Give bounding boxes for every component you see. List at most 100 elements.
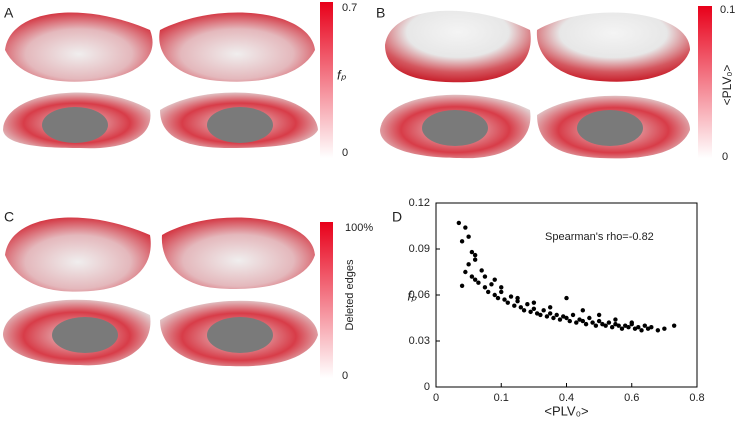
- colorbar-label: Deleted edges: [344, 259, 356, 330]
- brainstem: [52, 317, 118, 353]
- data-point: [636, 325, 641, 330]
- brainstem: [207, 317, 273, 353]
- data-point: [472, 257, 478, 262]
- data-point: [587, 315, 592, 321]
- data-point: [603, 323, 608, 328]
- brain-renderings: [3, 10, 690, 367]
- data-point: [613, 321, 618, 327]
- panel-letter: C: [4, 209, 14, 225]
- data-point: [499, 289, 504, 295]
- data-point: [593, 323, 599, 328]
- data-point: [551, 315, 556, 321]
- data-point: [645, 326, 651, 331]
- data-point: [499, 285, 504, 290]
- data-point: [623, 323, 628, 328]
- data-point: [472, 252, 478, 258]
- data-point: [459, 283, 465, 288]
- colorbar: [698, 6, 712, 158]
- y-tick-label: 0.03: [409, 335, 430, 347]
- y-tick-label: 0.12: [409, 197, 430, 209]
- data-point: [671, 323, 677, 328]
- brain: [159, 12, 315, 82]
- data-point: [626, 325, 631, 330]
- brain: [161, 217, 315, 290]
- brain: [385, 10, 531, 83]
- data-point: [613, 317, 618, 322]
- data-point: [505, 300, 510, 305]
- data-point: [482, 285, 488, 290]
- data-point: [639, 328, 644, 333]
- data-point: [512, 303, 517, 308]
- data-point: [649, 325, 654, 330]
- colorbar: [320, 222, 333, 378]
- data-point: [463, 269, 468, 275]
- data-point: [489, 282, 494, 287]
- data-point: [479, 268, 484, 273]
- data-point: [466, 262, 471, 267]
- data-point: [515, 298, 520, 304]
- brain: [536, 12, 690, 82]
- data-point: [580, 308, 586, 313]
- colorbar-max: 0.7: [342, 2, 357, 14]
- data-point: [632, 326, 638, 331]
- colorbar-label: fₚ: [337, 67, 347, 82]
- data-point: [534, 311, 540, 316]
- x-tick-label: 0: [433, 392, 439, 404]
- colorbar-max: 0.1: [720, 4, 735, 16]
- brain: [5, 217, 151, 292]
- brainstem: [577, 110, 643, 146]
- data-point: [583, 321, 589, 327]
- data-point: [600, 321, 605, 327]
- data-point: [518, 305, 524, 310]
- data-point: [609, 325, 615, 330]
- colorbar-max: 100%: [345, 222, 373, 234]
- data-point: [463, 225, 468, 230]
- data-point: [472, 277, 478, 282]
- data-point: [492, 277, 497, 282]
- x-tick-label: 0.4: [559, 392, 574, 404]
- y-tick-label: 0.06: [409, 289, 430, 301]
- data-point: [570, 312, 576, 318]
- data-point: [502, 297, 507, 302]
- y-tick-label: 0: [424, 381, 430, 393]
- data-point: [525, 302, 530, 307]
- x-tick-label: 0.8: [689, 392, 704, 404]
- y-axis-label: fₚ: [407, 288, 417, 303]
- y-tick-label: 0.09: [409, 243, 430, 255]
- data-point: [642, 323, 647, 328]
- data-point: [466, 234, 471, 239]
- panel-letter: B: [376, 5, 385, 21]
- data-point: [590, 320, 595, 325]
- data-point: [482, 274, 488, 279]
- data-point: [495, 295, 501, 301]
- data-point: [655, 328, 661, 333]
- data-point: [580, 318, 586, 324]
- colorbar-min: 0: [722, 151, 728, 163]
- brain: [5, 12, 153, 82]
- brainstem: [422, 110, 488, 146]
- data-point: [662, 326, 667, 331]
- data-point: [629, 320, 634, 325]
- data-point: [547, 305, 553, 310]
- data-point: [492, 292, 497, 298]
- data-point: [564, 315, 569, 321]
- data-point: [531, 306, 537, 311]
- data-point: [521, 308, 527, 313]
- data-point: [456, 220, 462, 226]
- data-point: [508, 294, 514, 299]
- panel-letter: A: [4, 5, 14, 21]
- brainstem: [207, 107, 273, 143]
- data-point: [541, 308, 546, 313]
- data-point: [567, 318, 572, 324]
- data-point: [486, 289, 491, 295]
- data-point: [476, 280, 481, 285]
- colorbar-label: <PLV₀>: [720, 65, 734, 106]
- data-point: [544, 314, 550, 319]
- panel-letter: D: [392, 209, 402, 225]
- data-point: [557, 317, 563, 322]
- data-point: [616, 323, 621, 328]
- data-point: [554, 312, 559, 318]
- data-point: [561, 314, 566, 319]
- data-point: [469, 274, 475, 279]
